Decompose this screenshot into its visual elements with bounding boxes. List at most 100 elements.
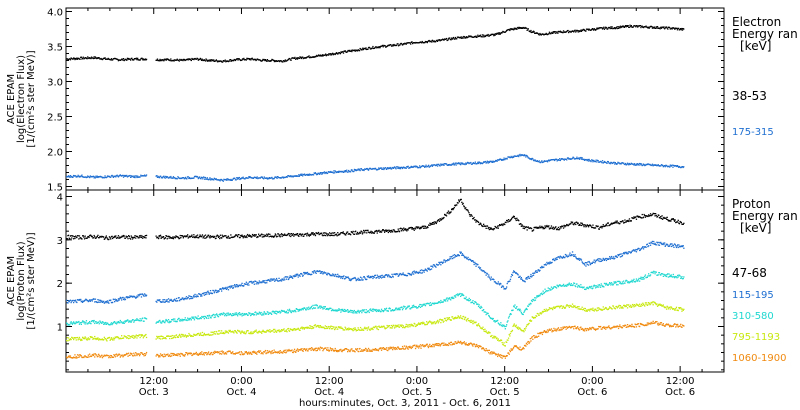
data-point (401, 228, 404, 230)
data-point (213, 316, 215, 319)
data-point (629, 281, 631, 283)
data-point (400, 227, 402, 229)
data-point (538, 33, 540, 35)
data-point (657, 244, 659, 246)
data-point (566, 283, 569, 286)
data-point (117, 236, 119, 239)
data-point (365, 229, 367, 232)
data-point (566, 159, 568, 161)
data-point (94, 57, 96, 59)
data-point (490, 276, 492, 278)
data-point (399, 309, 401, 311)
data-point (541, 226, 544, 228)
data-point (672, 166, 674, 168)
data-point (530, 299, 533, 302)
data-point (121, 299, 123, 301)
data-point (98, 323, 100, 325)
data-point (117, 322, 119, 324)
data-point (430, 268, 433, 270)
data-point (284, 60, 286, 63)
data-point (586, 224, 588, 226)
data-point (676, 165, 678, 168)
data-point (229, 313, 231, 315)
data-point (426, 226, 428, 228)
data-point (442, 261, 444, 263)
data-point (241, 315, 243, 317)
data-point (280, 311, 282, 313)
data-point (385, 230, 388, 232)
data-point (140, 57, 143, 59)
data-point (320, 271, 322, 273)
data-point (662, 27, 664, 29)
data-point (475, 219, 478, 222)
data-point (209, 237, 211, 239)
data-point (387, 310, 389, 312)
data-point (591, 285, 593, 287)
data-point (673, 220, 676, 222)
data-point (359, 276, 362, 278)
data-point (461, 203, 464, 205)
data-point (409, 308, 412, 310)
data-point (529, 277, 531, 279)
data-point (478, 266, 480, 268)
data-point (667, 244, 669, 246)
data-point (507, 317, 510, 319)
data-point (523, 27, 526, 29)
data-point (436, 40, 439, 42)
data-point (450, 299, 452, 301)
data-point (545, 33, 547, 35)
data-point (109, 237, 111, 239)
data-point (346, 51, 348, 53)
data-point (163, 299, 165, 301)
data-point (113, 236, 115, 239)
data-point (505, 221, 507, 224)
data-point (436, 39, 438, 42)
data-point (252, 313, 254, 315)
data-point (447, 300, 449, 302)
data-point (77, 339, 79, 341)
data-point (215, 60, 217, 62)
data-point (279, 279, 281, 282)
data-point (402, 307, 404, 309)
data-point (621, 281, 624, 283)
data-point (180, 320, 182, 322)
data-point (593, 227, 595, 229)
data-point (170, 175, 172, 178)
data-point (228, 60, 230, 62)
data-point (574, 285, 576, 287)
data-point (226, 287, 228, 289)
data-point (371, 232, 373, 234)
data-point (371, 276, 373, 278)
data-point (446, 164, 448, 166)
data-point (319, 55, 321, 57)
data-point (452, 36, 455, 39)
data-point (114, 321, 116, 323)
data-point (180, 298, 183, 301)
data-point (84, 235, 86, 237)
data-point (525, 27, 528, 29)
data-point (656, 27, 658, 29)
data-point (210, 178, 212, 180)
data-point (543, 266, 545, 268)
data-point (168, 59, 170, 61)
data-point (83, 321, 86, 323)
data-point (334, 275, 336, 277)
data-point (237, 315, 239, 317)
data-point (275, 236, 278, 238)
data-point (179, 237, 181, 239)
data-point (185, 298, 187, 300)
data-point (335, 274, 337, 276)
data-point (593, 285, 595, 287)
data-point (213, 179, 215, 181)
data-point (364, 232, 366, 234)
data-point (73, 57, 75, 59)
data-point (209, 60, 211, 62)
data-point (465, 296, 467, 298)
data-point (165, 176, 168, 179)
data-point (334, 172, 336, 174)
data-point (513, 216, 515, 218)
data-point (502, 325, 504, 328)
data-point (454, 36, 457, 39)
data-point (504, 223, 506, 226)
data-point (658, 27, 661, 29)
